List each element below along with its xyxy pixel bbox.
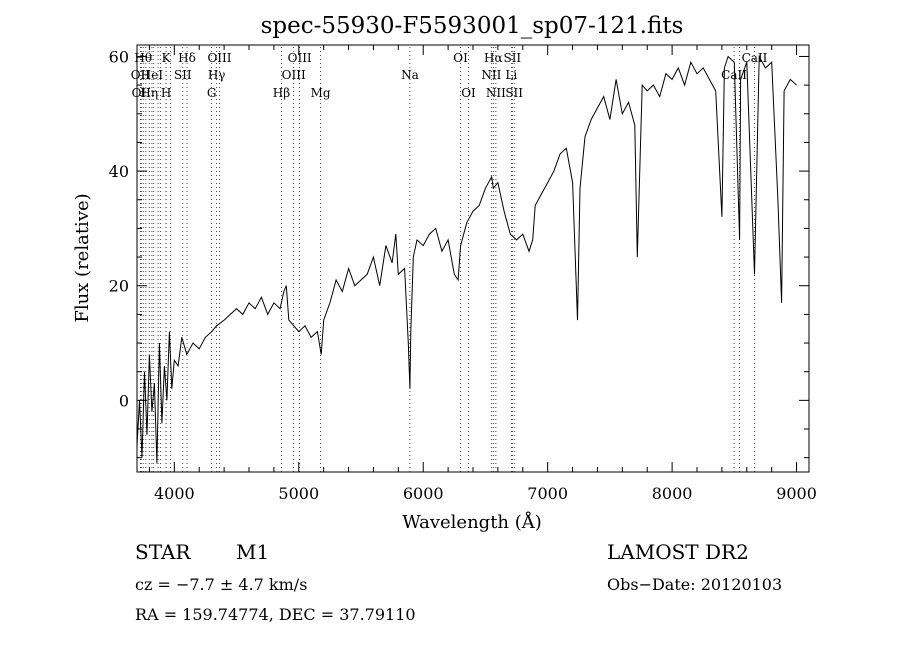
line-marker-label-29: SII [505, 86, 523, 100]
line-markers: OIIOIIHθHηHeIKHSIIHδGHγOIIIHβOIIIOIIIMgN… [131, 47, 768, 472]
line-marker-label-18: OIII [282, 68, 306, 82]
x-tick-label-6000: 6000 [403, 484, 444, 503]
object-class: STAR [135, 540, 191, 564]
line-marker-label-19: OIII [288, 51, 312, 65]
observation-date: Obs−Date: 20120103 [607, 575, 782, 594]
line-marker-label-28: SII [503, 51, 521, 65]
line-marker-label-23: OI [461, 86, 476, 100]
line-marker-label-5: HeI [141, 68, 164, 82]
x-tick-label-4000: 4000 [154, 484, 195, 503]
x-tick-label-5000: 5000 [278, 484, 319, 503]
survey-name: LAMOST DR2 [607, 540, 749, 564]
line-marker-label-0: OII [131, 68, 151, 82]
line-marker-label-17: Hβ [273, 86, 290, 100]
line-marker-label-21: Na [401, 68, 419, 82]
line-marker-label-24: NII [481, 68, 501, 82]
line-marker-label-15: Hγ [208, 68, 226, 82]
axis-ticks: 4000 5000 6000 7000 8000 9000 0 20 40 60 [109, 45, 817, 503]
plot-frame [136, 44, 810, 473]
line-marker-label-32: CaII [742, 51, 768, 65]
y-tick-label-60: 60 [109, 47, 129, 66]
line-marker-label-10: H [161, 86, 171, 100]
chart-title: spec-55930-F5593001_sp07-121.fits [261, 13, 684, 39]
y-tick-label-0: 0 [119, 391, 129, 410]
x-tick-label-7000: 7000 [527, 484, 568, 503]
line-marker-label-14: G [207, 86, 217, 100]
line-marker-label-16: OIII [207, 51, 231, 65]
line-marker-label-2: Hθ [134, 51, 152, 65]
line-marker-label-25: Hα [484, 51, 503, 65]
x-tick-label-8000: 8000 [652, 484, 693, 503]
y-axis-label: Flux (relative) [72, 193, 93, 322]
y-tick-label-40: 40 [109, 162, 129, 181]
spectrum-series [136, 54, 797, 464]
line-marker-label-4: Hη [140, 86, 158, 100]
spectrum-line [136, 54, 797, 464]
line-marker-label-13: Hδ [178, 51, 196, 65]
line-marker-label-1: OII [132, 86, 152, 100]
y-tick-label-20: 20 [109, 277, 129, 296]
object-subclass: M1 [236, 540, 269, 564]
coordinates: RA = 159.74774, DEC = 37.79110 [135, 605, 416, 624]
info-panel: STAR M1 cz = −7.7 ± 4.7 km/s RA = 159.74… [135, 540, 782, 624]
redshift-value: cz = −7.7 ± 4.7 km/s [135, 575, 307, 594]
line-marker-label-12: SII [174, 68, 192, 82]
line-marker-label-20: Mg [311, 86, 331, 100]
line-marker-label-9: K [162, 51, 172, 65]
x-tick-label-9000: 9000 [776, 484, 817, 503]
line-marker-label-26: NII [486, 86, 506, 100]
line-marker-label-27: Li [505, 68, 517, 82]
x-axis-label: Wavelength (Å) [402, 511, 542, 533]
line-marker-label-22: OI [453, 51, 468, 65]
